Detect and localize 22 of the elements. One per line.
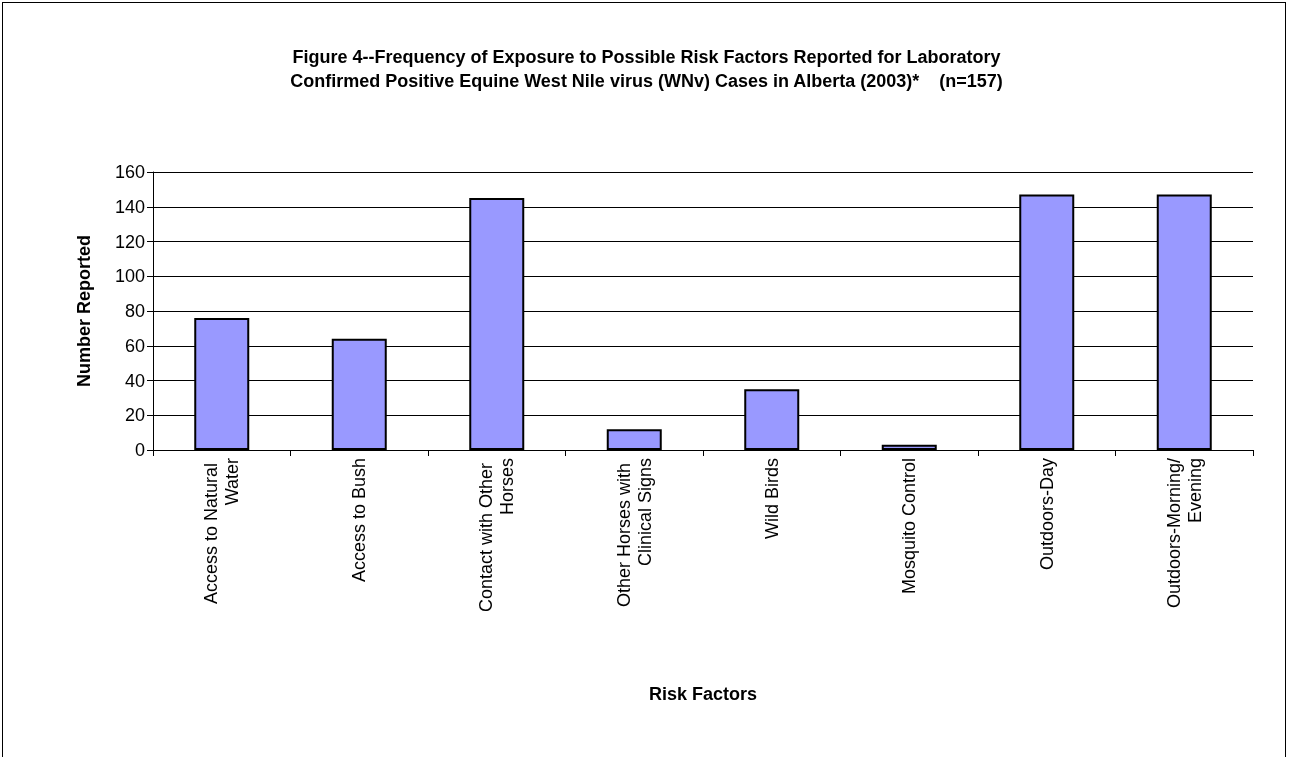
y-tick-label: 140 xyxy=(114,196,145,217)
y-tick-label: 100 xyxy=(114,266,145,287)
y-tick-label: 80 xyxy=(124,301,145,321)
bar xyxy=(606,429,662,450)
x-axis-title: Risk Factors xyxy=(648,684,758,704)
x-tick-label: Contact with Other Horses xyxy=(476,458,518,613)
x-tick-label: Outdoors-Day xyxy=(1036,458,1057,571)
x-tick-label: Access to Bush xyxy=(349,458,370,583)
y-tick-label: 160 xyxy=(114,162,145,182)
y-tick-label: 0 xyxy=(134,440,145,460)
y-tick-label: 40 xyxy=(124,370,145,391)
x-tick-label: Mosquito Control xyxy=(899,458,920,595)
x-tick-label: Other Horses with Clinical Signs xyxy=(613,458,655,608)
y-tick-label: 20 xyxy=(124,405,145,426)
y-tick-label: 60 xyxy=(124,335,145,356)
x-tick-label: Wild Birds xyxy=(761,458,782,540)
chart-title: Figure 4--Frequency of Exposure to Possible Risk Factors Reported for Laboratory Confirmed Positive Equine West Nile virus (WNv) Cases in Alberta (2003)* (n=157) xyxy=(290,47,1003,91)
y-tick-label: 120 xyxy=(114,231,145,252)
bar xyxy=(881,444,937,450)
x-tick-label: Outdoors-Morning/Evening xyxy=(1163,458,1205,609)
x-tick-label: Access to Natural Water xyxy=(201,458,243,605)
y-axis-title: Number Reported xyxy=(74,234,94,388)
